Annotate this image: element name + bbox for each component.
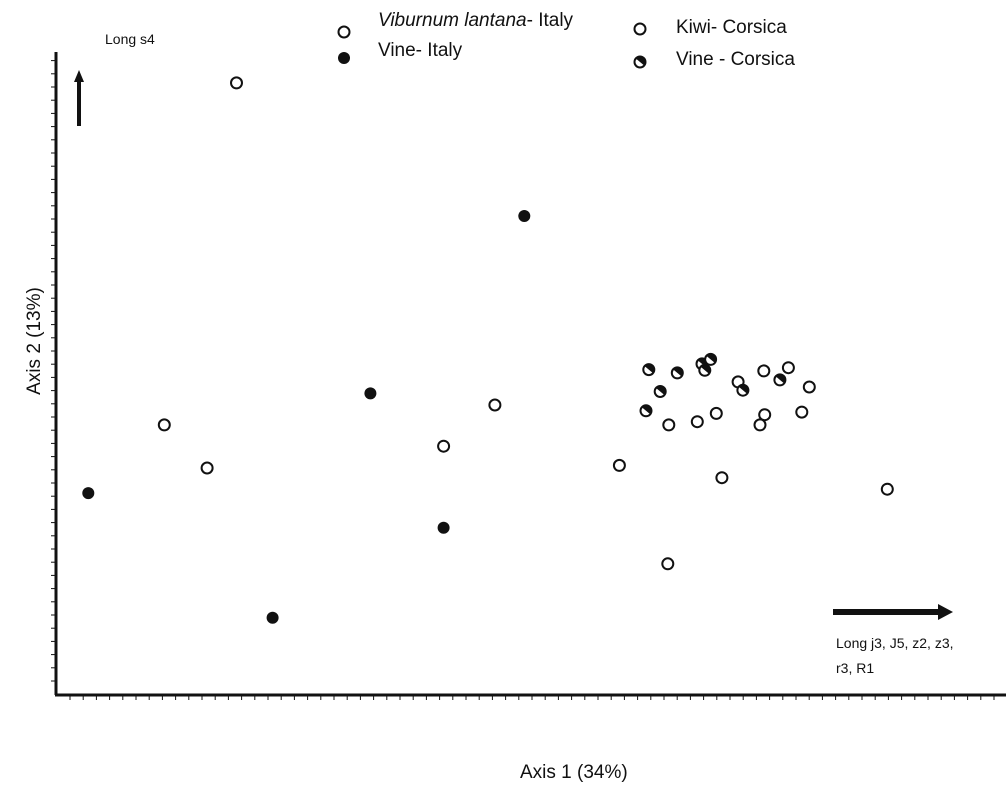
legend-label-viburnum: Viburnum lantana- Italy [378, 10, 574, 31]
legend-label-vine-corsica: Vine - Corsica [676, 49, 795, 70]
point-series-1 [364, 387, 377, 400]
legend-label-vine-italy: Vine- Italy [378, 40, 463, 61]
point-series-0 [661, 557, 675, 571]
point-series-2 [753, 418, 767, 432]
point-series-3 [773, 373, 787, 387]
x-axis-title: Axis 1 (34%) [520, 762, 628, 783]
legend-markers [337, 22, 647, 69]
point-series-3 [704, 352, 718, 366]
point-series-0 [758, 408, 772, 422]
axis-ticks [51, 60, 995, 700]
legend-marker-vine-italy [338, 52, 350, 64]
point-series-0 [437, 439, 451, 453]
point-series-3 [653, 385, 667, 398]
vector-arrow-right [833, 604, 953, 620]
point-series-3 [642, 363, 656, 377]
point-series-0 [880, 482, 894, 496]
vector-label-long-j3: Long j3, J5, z2, z3, r3, R1 [836, 631, 954, 681]
point-series-3 [639, 404, 653, 418]
point-series-2 [662, 418, 676, 432]
vector-arrow-up [74, 70, 84, 126]
vector-label-line-2: r3, R1 [836, 660, 875, 676]
point-series-3 [736, 383, 750, 397]
point-series-1 [437, 521, 450, 534]
point-series-2 [690, 415, 704, 429]
y-axis-title: Axis 2 (13%) [24, 287, 45, 395]
legend-marker-viburnum [337, 25, 351, 39]
vector-label-long-s4: Long s4 [105, 31, 155, 47]
legend-marker-vine-corsica [633, 55, 647, 69]
point-series-1 [82, 487, 95, 500]
point-series-0 [612, 458, 626, 472]
data-points [82, 76, 894, 624]
point-series-0 [230, 76, 243, 90]
point-series-0 [157, 418, 171, 432]
point-series-3 [670, 366, 684, 380]
point-series-1 [518, 210, 531, 222]
point-series-0 [488, 398, 502, 412]
point-series-2 [795, 405, 809, 419]
point-series-0 [200, 461, 214, 475]
point-series-2 [757, 364, 771, 378]
point-series-1 [266, 611, 279, 624]
point-series-3 [698, 363, 712, 377]
point-series-0 [715, 471, 729, 485]
legend-label-kiwi-corsica: Kiwi- Corsica [676, 17, 787, 38]
point-series-2 [781, 361, 795, 375]
legend-marker-kiwi [633, 22, 647, 36]
point-series-2 [802, 380, 816, 394]
point-series-2 [709, 406, 723, 420]
vector-label-line-1: Long j3, J5, z2, z3, [836, 635, 954, 651]
